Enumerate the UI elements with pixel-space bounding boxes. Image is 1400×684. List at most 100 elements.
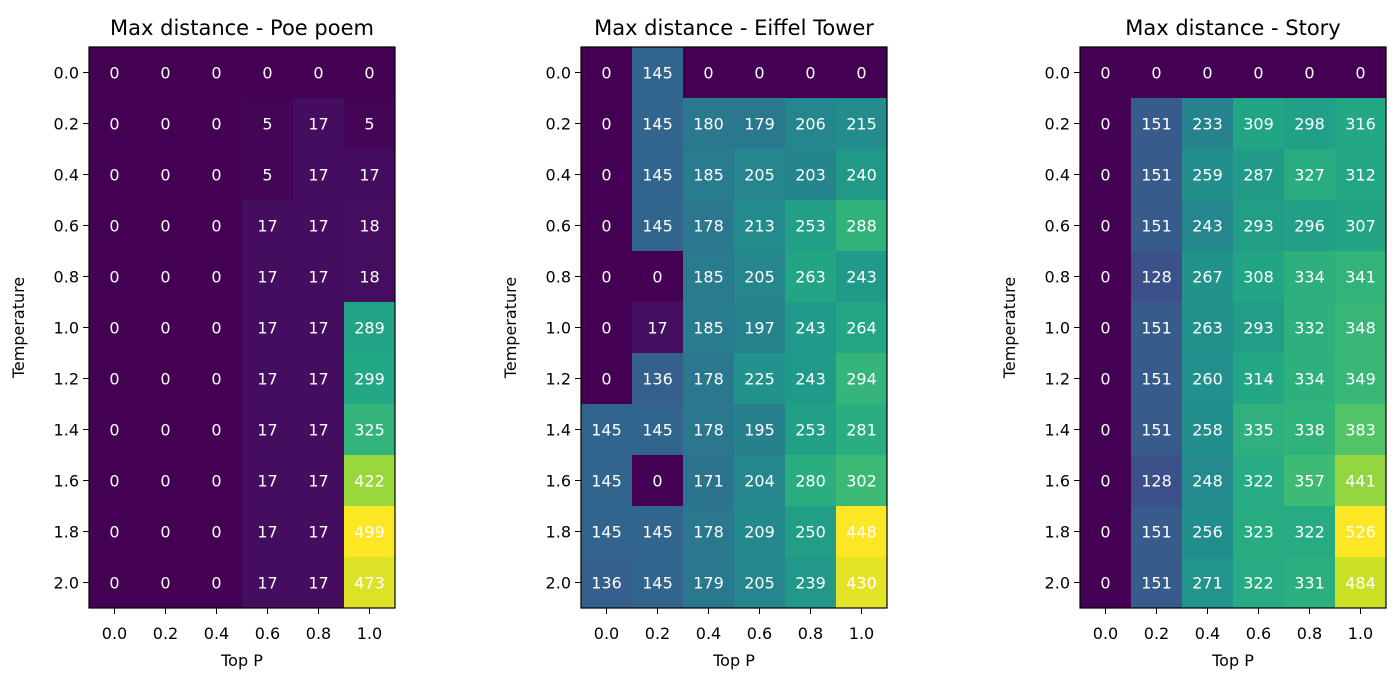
- heatmap-cell: [1335, 149, 1387, 201]
- cell-value-label: 0: [211, 64, 221, 83]
- heatmap-cell: [344, 302, 396, 354]
- cell-value-label: 0: [1253, 64, 1263, 83]
- heatmap-cell: [1080, 47, 1132, 99]
- heatmap-cell: [632, 404, 684, 456]
- heatmap-cell: [293, 404, 345, 456]
- cell-value-label: 205: [744, 268, 775, 287]
- cell-value-label: 145: [642, 574, 673, 593]
- cell-value-label: 178: [693, 523, 724, 542]
- heatmap-cell: [344, 506, 396, 558]
- cell-value-label: 256: [1192, 523, 1223, 542]
- heatmap-cell: [140, 353, 192, 405]
- cell-value-label: 312: [1345, 166, 1376, 185]
- cell-value-label: 0: [160, 268, 170, 287]
- chart-title: Max distance - Eiffel Tower: [594, 16, 874, 40]
- cell-value-label: 17: [257, 472, 277, 491]
- y-tick-label: 0.6: [546, 217, 571, 236]
- cell-value-label: 0: [109, 472, 119, 491]
- cell-value-label: 448: [846, 523, 877, 542]
- heatmap-cell: [734, 149, 786, 201]
- y-tick-label: 0.2: [1045, 115, 1070, 134]
- cell-value-label: 327: [1294, 166, 1325, 185]
- heatmap-cell: [1131, 506, 1183, 558]
- cell-value-label: 205: [744, 574, 775, 593]
- heatmap-cell: [191, 557, 243, 609]
- cell-value-label: 422: [354, 472, 385, 491]
- cell-value-label: 250: [795, 523, 826, 542]
- x-tick-label: 0.6: [747, 624, 772, 643]
- cell-value-label: 430: [846, 574, 877, 593]
- cell-value-label: 5: [262, 115, 272, 134]
- cell-value-label: 203: [795, 166, 826, 185]
- heatmap-cell: [1233, 404, 1285, 456]
- heatmap-cell: [836, 47, 888, 99]
- heatmap-panel-3: 0 0 0 0 0 0 0 151 233 309 298 316 0 151 259 287 327 312 0 1…: [1000, 16, 1387, 670]
- heatmap-cell: [734, 506, 786, 558]
- heatmap-cell: [581, 302, 633, 354]
- cell-value-label: 240: [846, 166, 877, 185]
- heatmap-cell: [785, 455, 837, 507]
- heatmap-cell: [89, 506, 141, 558]
- heatmap-cell: [242, 149, 294, 201]
- y-tick-label: 2.0: [54, 574, 79, 593]
- y-tick-label: 2.0: [1045, 574, 1070, 593]
- y-tick-label: 1.6: [54, 472, 79, 491]
- heatmap-cell: [242, 353, 294, 405]
- cell-value-label: 0: [211, 574, 221, 593]
- cell-value-label: 17: [308, 370, 328, 389]
- cell-value-label: 280: [795, 472, 826, 491]
- cell-value-label: 316: [1345, 115, 1376, 134]
- cell-value-label: 323: [1243, 523, 1274, 542]
- cell-value-label: 0: [1100, 370, 1110, 389]
- cell-value-label: 253: [795, 421, 826, 440]
- cell-value-label: 0: [601, 319, 611, 338]
- heatmap-cell: [1080, 200, 1132, 252]
- x-axis-label: Top P: [1211, 651, 1254, 670]
- cell-value-label: 288: [846, 217, 877, 236]
- cell-value-label: 0: [601, 64, 611, 83]
- heatmap-cell: [1335, 98, 1387, 150]
- heatmap-cell: [836, 200, 888, 252]
- x-tick-label: 0.6: [255, 624, 280, 643]
- chart-title: Max distance - Story: [1125, 16, 1340, 40]
- heatmap-cell: [191, 200, 243, 252]
- cell-value-label: 17: [257, 523, 277, 542]
- heatmap-cell: [191, 404, 243, 456]
- heatmap-cell: [344, 98, 396, 150]
- heatmap-cell: [785, 149, 837, 201]
- cell-value-label: 0: [109, 268, 119, 287]
- cell-value-label: 225: [744, 370, 775, 389]
- cell-value-label: 17: [257, 268, 277, 287]
- cell-value-label: 178: [693, 217, 724, 236]
- heatmap-cell: [1335, 200, 1387, 252]
- cell-value-label: 151: [1141, 523, 1172, 542]
- heatmap-cell: [1284, 98, 1336, 150]
- heatmap-cell: [1080, 149, 1132, 201]
- y-tick-label: 0.6: [1045, 217, 1070, 236]
- cell-value-label: 267: [1192, 268, 1223, 287]
- cell-value-label: 0: [109, 523, 119, 542]
- cell-value-label: 0: [1202, 64, 1212, 83]
- y-tick-label: 1.2: [1045, 370, 1070, 389]
- cell-value-label: 298: [1294, 115, 1325, 134]
- cell-value-label: 0: [652, 472, 662, 491]
- cell-value-label: 136: [591, 574, 622, 593]
- heatmap-cell: [89, 557, 141, 609]
- x-tick-label: 1.0: [357, 624, 382, 643]
- heatmap-cell: [191, 47, 243, 99]
- cell-value-label: 136: [642, 370, 673, 389]
- heatmap-cell: [785, 557, 837, 609]
- heatmap-cell: [1080, 251, 1132, 303]
- cell-value-label: 287: [1243, 166, 1274, 185]
- x-tick-label: 0.4: [204, 624, 229, 643]
- heatmap-cell: [1335, 353, 1387, 405]
- heatmap-cell: [293, 506, 345, 558]
- heatmap-cell: [734, 557, 786, 609]
- heatmap-cell: [632, 149, 684, 201]
- cell-value-label: 0: [262, 64, 272, 83]
- cell-value-label: 17: [257, 421, 277, 440]
- heatmap-cell: [293, 149, 345, 201]
- heatmap-cell: [836, 455, 888, 507]
- cell-value-label: 293: [1243, 319, 1274, 338]
